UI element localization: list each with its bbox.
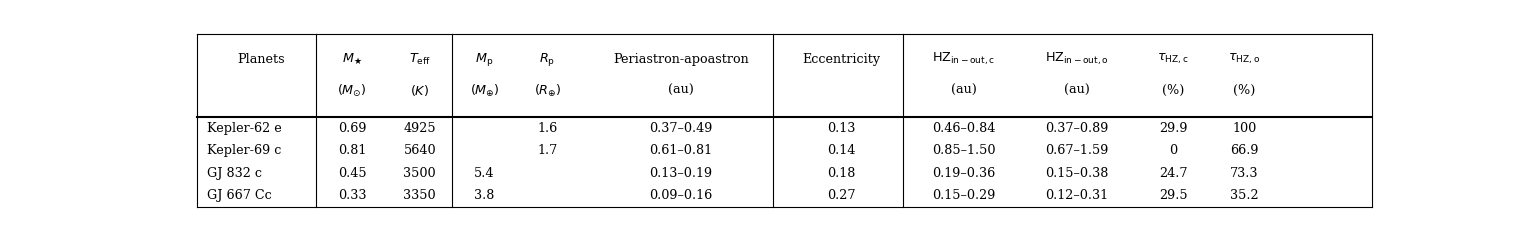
Text: GJ 832 c: GJ 832 c xyxy=(207,167,262,180)
Text: (%): (%) xyxy=(1234,84,1255,97)
Text: 29.5: 29.5 xyxy=(1159,190,1188,202)
Text: 4925: 4925 xyxy=(404,122,436,135)
Text: GJ 667 Cc: GJ 667 Cc xyxy=(207,190,271,202)
Text: $(K)$: $(K)$ xyxy=(410,83,429,98)
Text: $T_{\mathrm{eff}}$: $T_{\mathrm{eff}}$ xyxy=(409,51,430,67)
Text: 0: 0 xyxy=(1170,144,1177,157)
Text: Eccentricity: Eccentricity xyxy=(802,53,880,65)
Text: (au): (au) xyxy=(1064,84,1090,97)
Text: 0.85–1.50: 0.85–1.50 xyxy=(932,144,995,157)
Text: 0.12–0.31: 0.12–0.31 xyxy=(1046,190,1108,202)
Text: $(R_{\oplus})$: $(R_{\oplus})$ xyxy=(534,82,560,98)
Text: $\mathrm{HZ}_{\mathrm{in-out,c}}$: $\mathrm{HZ}_{\mathrm{in-out,c}}$ xyxy=(932,51,995,67)
Text: 0.61–0.81: 0.61–0.81 xyxy=(649,144,712,157)
Text: $(M_{\oplus})$: $(M_{\oplus})$ xyxy=(470,82,499,98)
Text: 5640: 5640 xyxy=(404,144,436,157)
Text: 73.3: 73.3 xyxy=(1231,167,1258,180)
Text: $M_{\mathrm{p}}$: $M_{\mathrm{p}}$ xyxy=(475,50,493,68)
Text: Kepler-69 c: Kepler-69 c xyxy=(207,144,282,157)
Text: (%): (%) xyxy=(1162,84,1185,97)
Text: $\mathrm{HZ}_{\mathrm{in-out,o}}$: $\mathrm{HZ}_{\mathrm{in-out,o}}$ xyxy=(1044,51,1108,67)
Text: 0.45: 0.45 xyxy=(338,167,366,180)
Text: 1.6: 1.6 xyxy=(537,122,557,135)
Text: $R_{\mathrm{p}}$: $R_{\mathrm{p}}$ xyxy=(539,50,556,68)
Text: Kepler-62 e: Kepler-62 e xyxy=(207,122,282,135)
Text: 3350: 3350 xyxy=(404,190,436,202)
Text: 0.15–0.38: 0.15–0.38 xyxy=(1044,167,1108,180)
Text: 29.9: 29.9 xyxy=(1159,122,1188,135)
Text: 0.19–0.36: 0.19–0.36 xyxy=(932,167,995,180)
Text: 3500: 3500 xyxy=(404,167,436,180)
Text: (au): (au) xyxy=(951,84,977,97)
Text: $(M_{\odot})$: $(M_{\odot})$ xyxy=(337,82,367,98)
Text: 0.67–1.59: 0.67–1.59 xyxy=(1044,144,1108,157)
Text: 0.15–0.29: 0.15–0.29 xyxy=(932,190,995,202)
Text: $\tau_{\mathrm{HZ,o}}$: $\tau_{\mathrm{HZ,o}}$ xyxy=(1228,52,1260,66)
Text: 35.2: 35.2 xyxy=(1229,190,1258,202)
Text: 0.18: 0.18 xyxy=(827,167,856,180)
Text: 0.14: 0.14 xyxy=(827,144,856,157)
Text: 0.27: 0.27 xyxy=(827,190,856,202)
Text: 0.13–0.19: 0.13–0.19 xyxy=(649,167,712,180)
Text: Planets: Planets xyxy=(237,53,285,65)
Text: 0.13: 0.13 xyxy=(827,122,856,135)
Text: 24.7: 24.7 xyxy=(1159,167,1188,180)
Text: 0.37–0.89: 0.37–0.89 xyxy=(1044,122,1108,135)
Text: $M_{\bigstar}$: $M_{\bigstar}$ xyxy=(341,52,363,66)
Text: $\tau_{\mathrm{HZ,c}}$: $\tau_{\mathrm{HZ,c}}$ xyxy=(1157,52,1190,66)
Text: 0.81: 0.81 xyxy=(338,144,366,157)
Text: 66.9: 66.9 xyxy=(1231,144,1258,157)
Text: 1.7: 1.7 xyxy=(537,144,557,157)
Text: (au): (au) xyxy=(668,84,694,97)
Text: 0.37–0.49: 0.37–0.49 xyxy=(649,122,712,135)
Text: 0.33: 0.33 xyxy=(338,190,366,202)
Text: 0.69: 0.69 xyxy=(338,122,366,135)
Text: Periastron-apoastron: Periastron-apoastron xyxy=(612,53,749,65)
Text: 5.4: 5.4 xyxy=(475,167,495,180)
Text: 0.46–0.84: 0.46–0.84 xyxy=(932,122,995,135)
Text: 0.09–0.16: 0.09–0.16 xyxy=(649,190,712,202)
Text: 3.8: 3.8 xyxy=(475,190,495,202)
Text: 100: 100 xyxy=(1232,122,1257,135)
